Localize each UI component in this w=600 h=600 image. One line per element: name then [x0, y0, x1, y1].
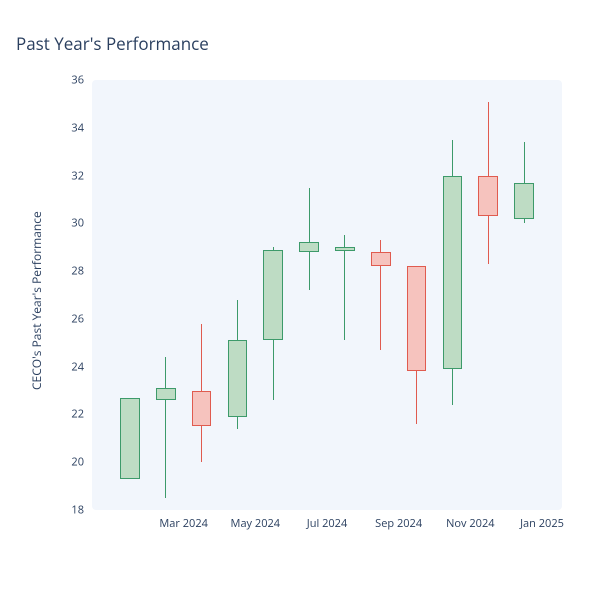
candle-wick [309, 188, 310, 291]
candle-body [478, 176, 498, 217]
x-tick-label: May 2024 [231, 516, 281, 531]
x-tick-label: Sep 2024 [375, 516, 422, 531]
y-axis-label: CECO's Past Year's Performance [28, 211, 45, 390]
candle-body [514, 183, 534, 219]
candle-body [443, 176, 463, 370]
candle-body [371, 252, 391, 266]
x-tick-label: Jan 2025 [520, 516, 564, 531]
x-tick-label: Mar 2024 [159, 516, 208, 531]
candle-body [156, 388, 176, 400]
candle-body [192, 391, 212, 427]
candle-body [407, 266, 427, 371]
chart-title: Past Year's Performance [16, 32, 209, 55]
candle-body [228, 340, 248, 416]
candle-body [299, 242, 319, 252]
candle-body [120, 398, 140, 479]
x-tick-label: Jul 2024 [307, 516, 348, 531]
candle-wick [165, 357, 166, 498]
candle-body [263, 250, 283, 341]
x-tick-label: Nov 2024 [446, 516, 494, 531]
candle-body [335, 247, 355, 251]
plot-area [92, 80, 562, 510]
candle-wick [344, 235, 345, 340]
